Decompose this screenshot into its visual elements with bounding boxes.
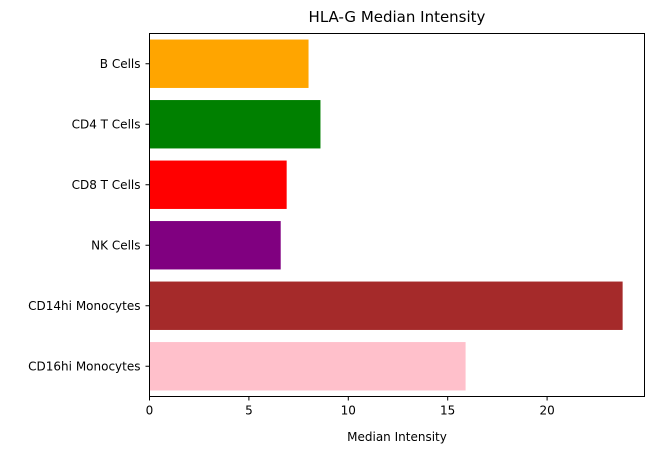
bar-cd8-t-cells: [149, 160, 287, 209]
x-axis-ticks: 0 5 10 15 20: [146, 396, 555, 418]
bars-group: [149, 39, 623, 391]
y-tick-label: NK Cells: [91, 238, 140, 252]
x-tick-label: 15: [440, 404, 455, 418]
plot-frame: [149, 33, 645, 397]
bar-cd14hi-monocytes: [149, 281, 623, 330]
chart-title: HLA-G Median Intensity: [309, 8, 486, 26]
bar-cd4-t-cells: [149, 100, 321, 149]
x-tick-label: 20: [539, 404, 554, 418]
bar-b-cells: [149, 39, 309, 88]
x-tick-label: 10: [341, 404, 356, 418]
y-tick-label: CD4 T Cells: [72, 117, 141, 131]
x-tick-label: 0: [146, 404, 154, 418]
x-tick-label: 5: [245, 404, 253, 418]
x-axis-label: Median Intensity: [347, 430, 447, 444]
y-tick-label: CD16hi Monocytes: [28, 359, 140, 373]
y-tick-label: CD8 T Cells: [72, 178, 141, 192]
y-tick-label: CD14hi Monocytes: [28, 299, 140, 313]
y-tick-label: B Cells: [100, 57, 141, 71]
bar-cd16hi-monocytes: [149, 342, 466, 391]
bar-nk-cells: [149, 221, 281, 270]
y-axis-ticks: B Cells CD4 T Cells CD8 T Cells NK Cells CD1…: [28, 57, 150, 373]
